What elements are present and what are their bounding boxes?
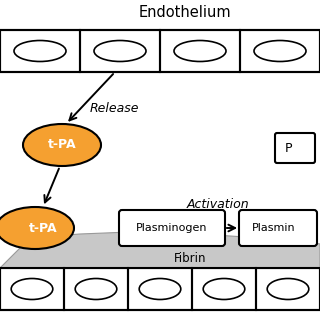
Bar [0, 268, 64, 310]
FancyBboxPatch shape [275, 133, 315, 163]
Ellipse shape [14, 41, 66, 61]
Text: P: P [285, 141, 293, 155]
Text: Plasmin: Plasmin [252, 223, 296, 233]
Ellipse shape [203, 278, 245, 300]
Ellipse shape [11, 278, 53, 300]
Text: Endothelium: Endothelium [139, 5, 231, 20]
Bar [256, 268, 320, 310]
Bar [160, 30, 240, 72]
Ellipse shape [254, 41, 306, 61]
Bar [0, 30, 80, 72]
Bar [80, 30, 160, 72]
Ellipse shape [23, 124, 101, 166]
Ellipse shape [94, 41, 146, 61]
Bar [240, 30, 320, 72]
Ellipse shape [139, 278, 181, 300]
Text: Fibrin: Fibrin [174, 252, 206, 265]
Polygon shape [0, 232, 320, 268]
Bar [128, 268, 192, 310]
Text: Release: Release [90, 101, 140, 115]
Text: t-PA: t-PA [29, 221, 57, 235]
Ellipse shape [0, 207, 74, 249]
FancyBboxPatch shape [239, 210, 317, 246]
Bar [64, 268, 128, 310]
Ellipse shape [75, 278, 117, 300]
Bar [192, 268, 256, 310]
FancyBboxPatch shape [119, 210, 225, 246]
Ellipse shape [267, 278, 309, 300]
Ellipse shape [174, 41, 226, 61]
Text: Plasminogen: Plasminogen [136, 223, 208, 233]
Bar [0, 268, 320, 310]
Text: Activation: Activation [187, 198, 249, 212]
Text: t-PA: t-PA [48, 139, 76, 151]
Bar [0, 30, 320, 72]
